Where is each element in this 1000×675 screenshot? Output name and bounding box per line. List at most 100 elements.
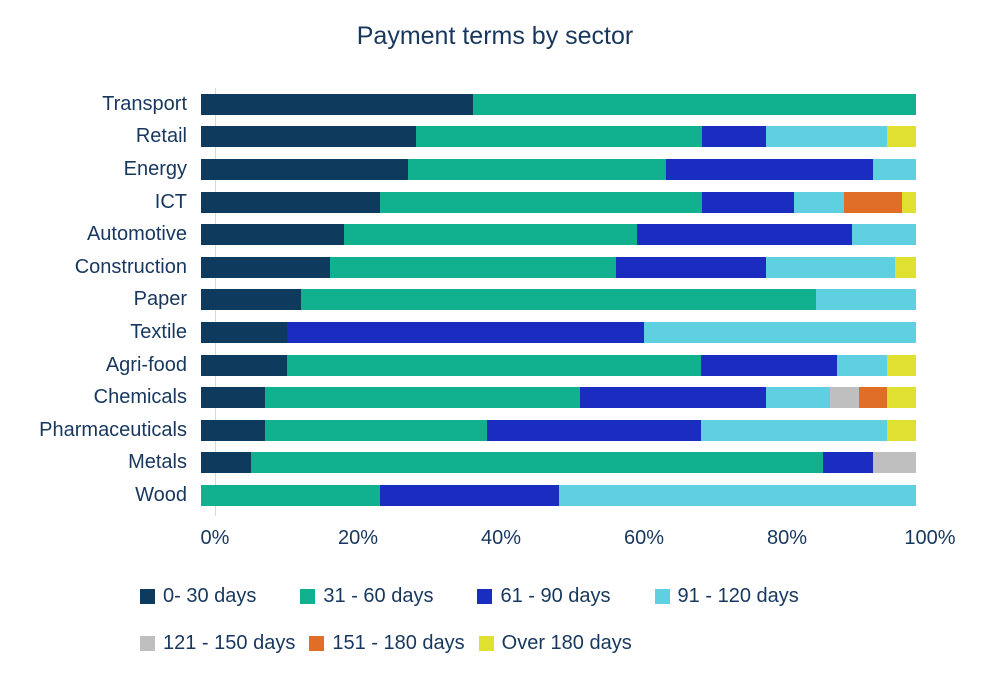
legend-item: 0- 30 days: [140, 585, 256, 608]
bar-segment: [830, 387, 859, 409]
legend-label: 121 - 150 days: [163, 631, 296, 654]
bar-segment: [415, 126, 702, 148]
bar-row: Automotive: [0, 218, 916, 251]
bar-row: Paper: [0, 284, 916, 317]
bar-row: Transport: [0, 88, 916, 121]
bar-segment: [579, 387, 766, 409]
category-label: Textile: [130, 320, 187, 343]
bar-track: [201, 158, 916, 180]
bar-segment: [637, 224, 852, 246]
legend-swatch: [309, 635, 325, 651]
bar-segment: [765, 256, 895, 278]
bar-segment: [851, 224, 916, 246]
bar-segment: [201, 484, 380, 506]
bar-row: Wood: [0, 479, 916, 512]
x-axis-tick-label: 60%: [623, 527, 665, 549]
bar-segment: [301, 289, 816, 311]
bar-segment: [201, 387, 266, 409]
bar-segment: [794, 191, 845, 213]
bar-segment: [344, 224, 638, 246]
bar-segment: [765, 387, 831, 409]
bar-segment: [665, 158, 874, 180]
category-label: Transport: [102, 92, 187, 115]
bar-segment: [329, 256, 616, 278]
bar-segment: [251, 452, 824, 474]
bar-row: Energy: [0, 153, 916, 186]
bar-segment: [472, 93, 916, 115]
bar-track: [201, 321, 916, 343]
bar-segment: [815, 289, 916, 311]
legend-item: 91 - 120 days: [654, 584, 799, 608]
legend-swatch: [140, 635, 155, 651]
bar-segment: [873, 158, 916, 180]
x-axis-tick-label: 0%: [200, 527, 230, 549]
bar-track: [201, 354, 916, 376]
bar-segment: [201, 93, 473, 115]
bar-segment: [615, 256, 766, 278]
category-label: Metals: [128, 451, 187, 474]
bar-segment: [873, 452, 916, 474]
legend: 0- 30 days 31 - 60 days 61 - 90 days 91 - 1…: [140, 583, 799, 656]
bar-segment: [558, 484, 916, 506]
category-label: Pharmaceuticals: [39, 418, 187, 441]
category-label: Wood: [135, 483, 187, 506]
bar-segment: [701, 419, 888, 441]
x-axis: 0% 20% 40% 60% 80% 100%: [201, 527, 956, 553]
bar-segment: [201, 354, 287, 376]
bar-row: Retail: [0, 121, 916, 154]
legend-swatch: [477, 588, 493, 604]
bar-segment: [887, 354, 916, 376]
bar-segment: [286, 321, 645, 343]
legend-label: 151 - 180 days: [332, 631, 465, 654]
bar-segment: [837, 354, 888, 376]
bar-segment: [201, 452, 252, 474]
bar-segment: [765, 126, 888, 148]
bar-segment: [701, 191, 795, 213]
x-axis-tick-label: 80%: [766, 527, 808, 549]
bar-segment: [644, 321, 916, 343]
category-label: Construction: [74, 255, 187, 278]
bar-row: ICT: [0, 186, 916, 219]
bar-row: Agri-food: [0, 349, 916, 382]
bar-track: [201, 289, 916, 311]
legend-swatch: [300, 588, 316, 604]
plot-area: Transport Retail Energy ICT Automotive Constr…: [0, 88, 916, 512]
chart-title: Payment terms by sector: [356, 22, 634, 50]
bar-track: [201, 256, 916, 278]
legend-item: 31 - 60 days: [300, 585, 433, 608]
bar-segment: [201, 126, 416, 148]
bar-track: [201, 452, 916, 474]
legend-row-2: 121 - 150 days 151 - 180 days Over 180 day…: [140, 630, 799, 656]
legend-swatch: [654, 588, 670, 604]
category-label: ICT: [154, 190, 187, 213]
legend-label: 91 - 120 days: [677, 584, 799, 607]
bar-segment: [286, 354, 702, 376]
chart-rows: Transport Retail Energy ICT Automotive Constr…: [0, 88, 916, 512]
bar-segment: [201, 419, 266, 441]
bar-segment: [201, 191, 380, 213]
bar-segment: [379, 484, 559, 506]
bar-segment: [201, 256, 330, 278]
x-axis-tick-label: 100%: [904, 527, 956, 549]
bar-segment: [201, 158, 409, 180]
bar-row: Chemicals: [0, 381, 916, 414]
bar-segment: [201, 321, 287, 343]
bar-segment: [901, 191, 916, 213]
bar-track: [201, 126, 916, 148]
legend-swatch: [140, 588, 155, 604]
legend-item: 151 - 180 days: [309, 631, 465, 655]
bar-segment: [265, 419, 487, 441]
category-label: Agri-food: [105, 353, 187, 376]
legend-label: 61 - 90 days: [500, 584, 611, 607]
bar-segment: [265, 387, 580, 409]
bar-segment: [201, 289, 302, 311]
legend-label: 31 - 60 days: [323, 584, 434, 607]
bar-segment: [701, 354, 838, 376]
bar-segment: [894, 256, 916, 278]
x-axis-tick-label: 20%: [337, 527, 379, 549]
bar-track: [201, 224, 916, 246]
legend-row-1: 0- 30 days 31 - 60 days 61 - 90 days 91 - 1…: [140, 583, 799, 609]
bar-segment: [858, 387, 888, 409]
bar-track: [201, 387, 916, 409]
legend-item: 121 - 150 days: [140, 632, 295, 655]
